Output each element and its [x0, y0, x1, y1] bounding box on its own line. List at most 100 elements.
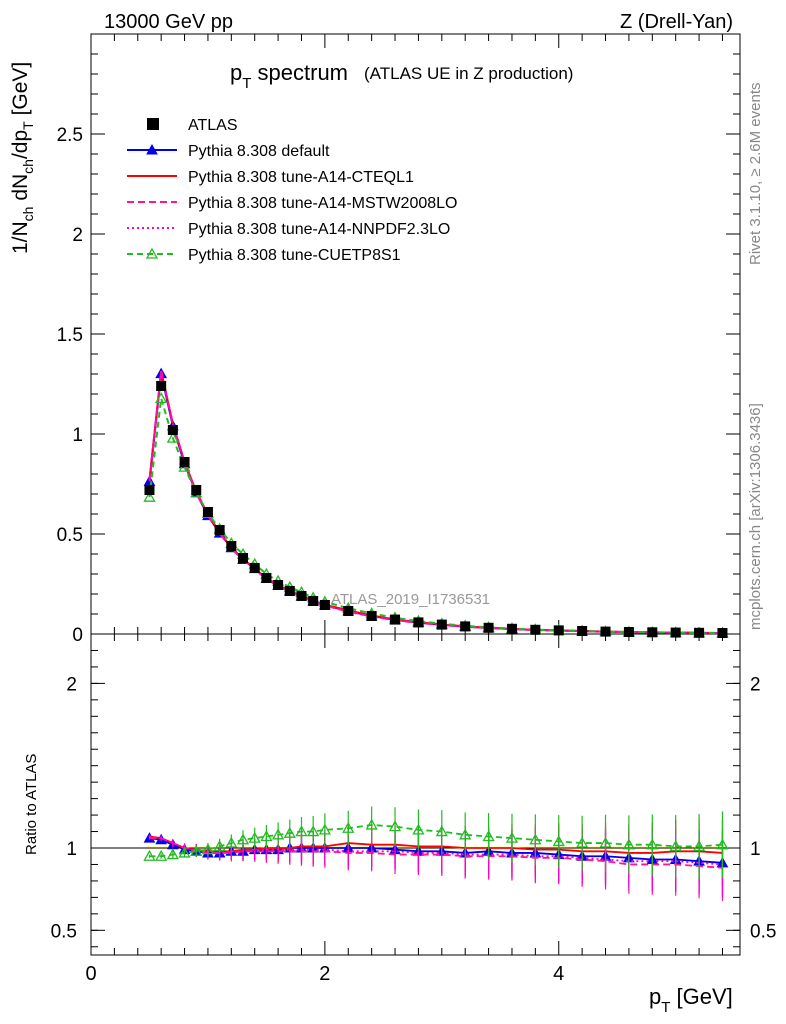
atlas-data-point [600, 626, 611, 637]
series-line-top [148, 398, 723, 634]
atlas-data-point [261, 573, 272, 583]
series-point-ratio [260, 830, 273, 842]
atlas-data-point [460, 621, 471, 632]
title-rest: spectrum [251, 60, 348, 85]
series-point-top [155, 392, 168, 404]
x-tick-label: 2 [319, 963, 330, 985]
atlas-data-point [273, 580, 284, 590]
ratio-ytick-label-right: 2 [750, 674, 761, 695]
series-point-ratio [552, 835, 565, 847]
top-ytick-label: 0.5 [57, 525, 83, 546]
series-point-ratio [166, 848, 179, 860]
series-line-top [148, 370, 723, 635]
ratio-ytick-label: 1 [66, 839, 77, 860]
series-point-ratio [143, 849, 156, 861]
atlas-data-point [343, 606, 354, 616]
atlas-data-point [483, 622, 494, 633]
series-point-ratio [178, 846, 191, 858]
series-point-top [166, 431, 179, 443]
legend-label: Pythia 8.308 tune-A14-CTEQL1 [188, 169, 414, 186]
atlas-data-point [156, 381, 167, 391]
series-point-ratio [646, 838, 659, 850]
series-point-ratio [271, 828, 285, 840]
legend-marker-atlas [147, 118, 159, 130]
series-point-ratio [599, 836, 612, 848]
atlas-data-point [319, 600, 330, 610]
top-ytick-label: 1 [72, 425, 83, 446]
series-point-ratio [190, 844, 203, 856]
series-point-ratio [505, 831, 519, 843]
series-point-ratio [388, 820, 402, 832]
series-point-ratio [459, 828, 472, 840]
series-point-ratio [435, 825, 448, 837]
atlas-data-point [144, 485, 155, 495]
series-point-ratio [576, 836, 589, 848]
series-point-ratio [295, 825, 308, 837]
top-axis-ticks: 0 0.5 1 1.5 2 2.5 [57, 53, 740, 646]
series-point-ratio [201, 843, 215, 855]
series-point-ratio [248, 831, 261, 843]
atlas-data-point [191, 485, 202, 495]
atlas-data-point [167, 425, 178, 435]
series-point-top [143, 490, 156, 502]
atlas-data-point [577, 626, 588, 636]
series-point-ratio [318, 823, 331, 835]
series-point-ratio [412, 823, 425, 835]
series-point-ratio [529, 833, 542, 845]
top-ytick-label: 0 [72, 625, 83, 646]
series-point-ratio [225, 836, 238, 848]
top-series-group [143, 367, 729, 638]
atlas-data-point [623, 627, 634, 637]
legend-marker [146, 143, 158, 155]
atlas-data-point [308, 596, 319, 606]
atlas-data-point [670, 627, 681, 638]
atlas-data-point [284, 586, 295, 596]
atlas-data-point [214, 525, 225, 535]
series-point-ratio [155, 849, 168, 861]
atlas-data-point [530, 624, 541, 635]
atlas-data-point [694, 627, 705, 638]
chart-title: pT spectrum [230, 60, 348, 92]
series-point-ratio [213, 840, 226, 852]
ratio-ytick-label: 0.5 [51, 921, 77, 942]
legend-label: Pythia 8.308 tune-A14-NNPDF2.3LO [188, 221, 450, 238]
ratio-ylabel: Ratio to ATLAS [23, 754, 40, 855]
atlas-data-point [390, 614, 401, 625]
top-ytick-label: 1.5 [57, 325, 83, 346]
top-ytick-label: 2.5 [57, 125, 83, 146]
series-point-ratio [622, 838, 636, 850]
series-point-ratio [236, 833, 250, 845]
series-point-ratio [365, 818, 378, 830]
legend-label: Pythia 8.308 tune-CUETP8S1 [188, 247, 401, 264]
atlas-data-point [226, 541, 237, 551]
atlas-data-point [296, 591, 307, 601]
legend-marker [145, 247, 159, 259]
ratio-series-group [143, 806, 729, 902]
atlas-data-point [413, 617, 424, 628]
x-axis-label: pT [GeV] [649, 984, 733, 1016]
atlas-data-point [249, 563, 260, 573]
atlas-data-point [202, 507, 213, 517]
title-p: p [230, 60, 242, 85]
x-tick-label: 0 [85, 963, 96, 985]
header-right: Z (Drell-Yan) [620, 11, 733, 33]
x-tick-label: 4 [553, 963, 564, 985]
legend: ATLAS Pythia 8.308 default Pythia 8.308 tu… [127, 117, 457, 264]
ratio-axis-ticks: 0.5 0.5 1 1 2 2 [51, 649, 776, 948]
header-left: 13000 GeV pp [104, 11, 233, 33]
series-point-ratio [283, 826, 296, 838]
atlas-data-point [717, 628, 728, 638]
title-sub: T [242, 75, 251, 92]
legend-label: Pythia 8.308 tune-A14-MSTW2008LO [188, 195, 457, 212]
series-point-ratio [669, 840, 682, 852]
legend-label: Pythia 8.308 default [188, 143, 330, 160]
series-point-ratio [342, 821, 355, 833]
series-point-ratio [307, 825, 320, 837]
atlas-data-point [506, 623, 517, 634]
atlas-data-point [366, 611, 377, 621]
atlas-data-point [436, 619, 447, 630]
analysis-watermark: ATLAS_2019_I1736531 [331, 591, 490, 608]
series-point-ratio [482, 830, 495, 842]
atlas-data-point [647, 627, 658, 638]
